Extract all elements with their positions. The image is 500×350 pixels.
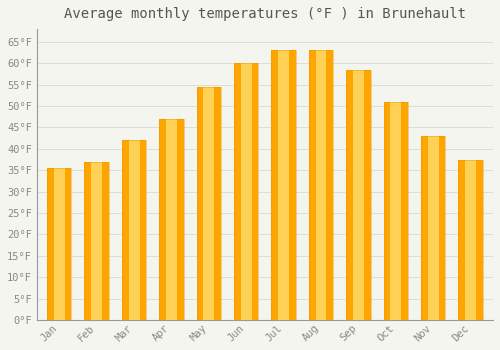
Bar: [166, 119, 177, 320]
Bar: [421, 136, 446, 320]
Bar: [47, 168, 72, 320]
Bar: [384, 102, 408, 320]
Bar: [346, 70, 370, 320]
Bar: [84, 162, 109, 320]
Bar: [241, 63, 252, 320]
Bar: [309, 50, 333, 320]
Bar: [47, 168, 72, 320]
Bar: [272, 50, 296, 320]
Bar: [122, 140, 146, 320]
Bar: [54, 168, 64, 320]
Bar: [346, 70, 370, 320]
Bar: [234, 63, 258, 320]
Bar: [128, 140, 140, 320]
Bar: [272, 50, 296, 320]
Bar: [278, 50, 289, 320]
Bar: [458, 160, 483, 320]
Bar: [309, 50, 333, 320]
Bar: [91, 162, 102, 320]
Bar: [122, 140, 146, 320]
Bar: [316, 50, 326, 320]
Bar: [428, 136, 438, 320]
Bar: [196, 87, 221, 320]
Bar: [160, 119, 184, 320]
Bar: [390, 102, 402, 320]
Bar: [384, 102, 408, 320]
Bar: [465, 160, 476, 320]
Bar: [84, 162, 109, 320]
Bar: [204, 87, 214, 320]
Title: Average monthly temperatures (°F ) in Brunehault: Average monthly temperatures (°F ) in Br…: [64, 7, 466, 21]
Bar: [458, 160, 483, 320]
Bar: [160, 119, 184, 320]
Bar: [353, 70, 364, 320]
Bar: [421, 136, 446, 320]
Bar: [234, 63, 258, 320]
Bar: [196, 87, 221, 320]
